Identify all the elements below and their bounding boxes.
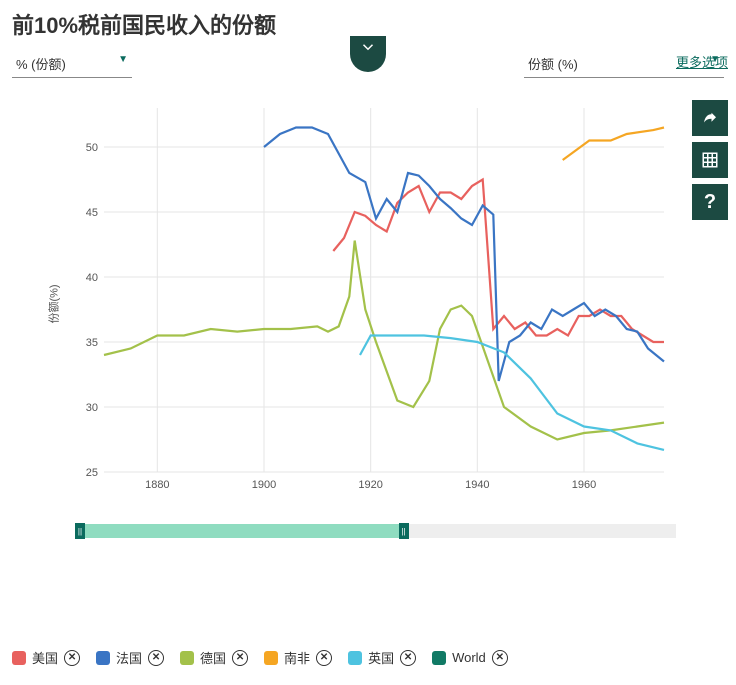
svg-text:50: 50	[86, 142, 98, 154]
time-slider[interactable]: || ||	[80, 524, 676, 538]
share-button[interactable]	[692, 100, 728, 136]
legend-item[interactable]: 法国 ✕	[96, 648, 164, 667]
svg-text:40: 40	[86, 272, 98, 284]
legend-swatch	[96, 651, 110, 665]
svg-text:1920: 1920	[358, 479, 382, 491]
legend-swatch	[348, 651, 362, 665]
slider-handle-start[interactable]: ||	[75, 523, 85, 539]
remove-series-button[interactable]: ✕	[148, 650, 164, 666]
legend-label: 法国	[116, 648, 142, 667]
slider-range	[80, 524, 404, 538]
legend-item[interactable]: 英国 ✕	[348, 648, 416, 667]
legend-swatch	[264, 651, 278, 665]
line-chart: 25 30 35 40 45 50 1880 1900 1920 1940 1960	[80, 104, 670, 494]
remove-series-button[interactable]: ✕	[64, 650, 80, 666]
legend-item[interactable]: 美国 ✕	[12, 648, 80, 667]
legend-label: 美国	[32, 648, 58, 667]
share-icon	[701, 109, 719, 127]
remove-series-button[interactable]: ✕	[492, 650, 508, 666]
legend-label: 英国	[368, 648, 394, 667]
legend: 美国 ✕ 法国 ✕ 德国 ✕ 南非 ✕ 英国 ✕ World ✕	[0, 538, 736, 685]
legend-item[interactable]: 德国 ✕	[180, 648, 248, 667]
chart-area: 份额(%) 25 30 35 40 45 50 1880 1900 1920 1940 1960	[20, 94, 676, 514]
svg-text:1940: 1940	[465, 479, 489, 491]
svg-text:1960: 1960	[572, 479, 596, 491]
left-unit-select[interactable]: % (份额)	[12, 50, 132, 78]
remove-series-button[interactable]: ✕	[316, 650, 332, 666]
y-axis-label: 份额(%)	[46, 284, 62, 323]
chevron-down-icon	[359, 38, 377, 56]
svg-text:1880: 1880	[145, 479, 169, 491]
help-button[interactable]: ?	[692, 184, 728, 220]
legend-swatch	[12, 651, 26, 665]
expand-toggle[interactable]	[350, 36, 386, 72]
remove-series-button[interactable]: ✕	[232, 650, 248, 666]
table-icon	[701, 151, 719, 169]
remove-series-button[interactable]: ✕	[400, 650, 416, 666]
legend-item[interactable]: World ✕	[432, 648, 508, 667]
legend-label: World	[452, 650, 486, 665]
table-button[interactable]	[692, 142, 728, 178]
legend-swatch	[432, 651, 446, 665]
svg-text:35: 35	[86, 337, 98, 349]
svg-text:1900: 1900	[252, 479, 276, 491]
more-options-link[interactable]: 更多选项	[676, 52, 728, 71]
legend-item[interactable]: 南非 ✕	[264, 648, 332, 667]
svg-text:45: 45	[86, 207, 98, 219]
help-icon: ?	[704, 191, 716, 214]
svg-text:30: 30	[86, 402, 98, 414]
legend-label: 南非	[284, 648, 310, 667]
svg-text:25: 25	[86, 467, 98, 479]
legend-swatch	[180, 651, 194, 665]
legend-label: 德国	[200, 648, 226, 667]
slider-handle-end[interactable]: ||	[399, 523, 409, 539]
